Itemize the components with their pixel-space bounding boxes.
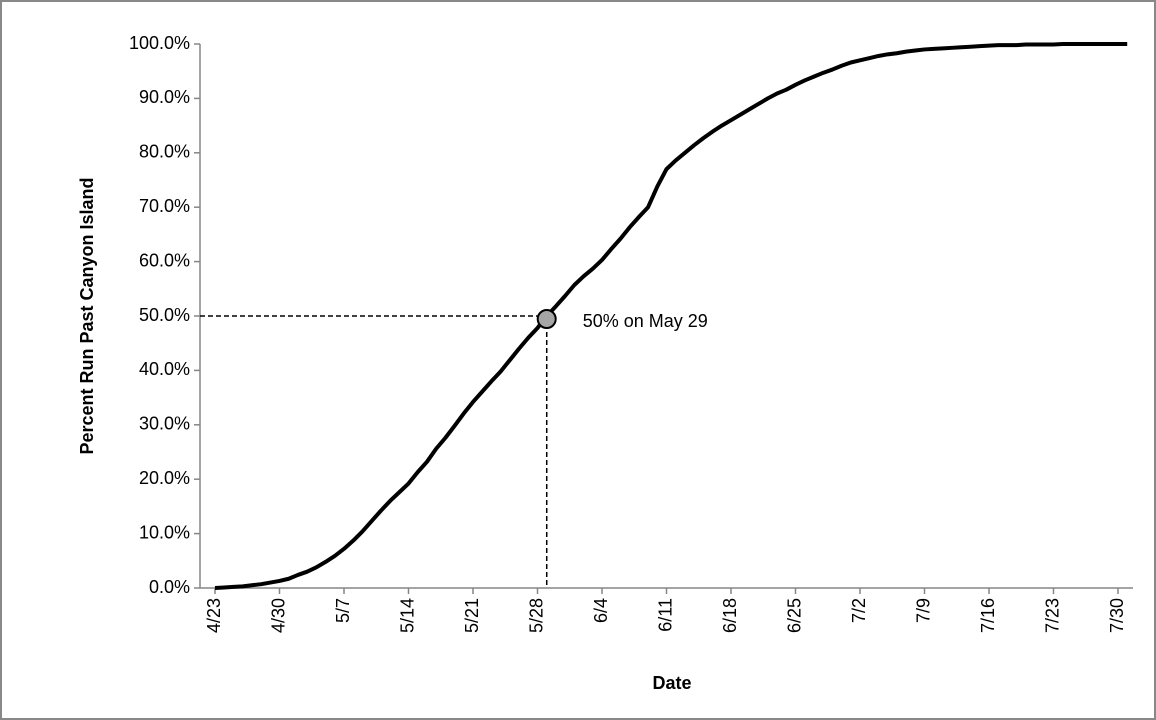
- x-tick-label: 7/16: [978, 598, 998, 633]
- x-tick-label: 5/7: [333, 598, 353, 623]
- x-tick-label: 6/4: [591, 598, 611, 623]
- x-tick-label: 4/30: [268, 598, 288, 633]
- y-tick-label: 70.0%: [139, 196, 190, 216]
- y-tick-label: 10.0%: [139, 522, 190, 542]
- x-axis-title: Date: [652, 673, 691, 693]
- y-tick-label: 40.0%: [139, 359, 190, 379]
- x-tick-label: 6/11: [655, 598, 675, 632]
- y-tick-label: 50.0%: [139, 305, 190, 325]
- y-tick-label: 20.0%: [139, 468, 190, 488]
- highlight-marker: [536, 309, 557, 329]
- x-tick-label: 7/30: [1107, 598, 1127, 633]
- x-tick-label: 5/14: [397, 598, 417, 633]
- line: [214, 42, 1128, 590]
- x-tick-label: 7/2: [849, 598, 869, 623]
- x-tick-label: 7/9: [913, 598, 933, 623]
- x-tick-label: 5/21: [462, 598, 482, 633]
- y-tick-label: 100.0%: [129, 33, 190, 53]
- x-tick-label: 4/23: [204, 598, 224, 633]
- x-tick-label: 7/23: [1042, 598, 1062, 633]
- y-tick-label: 90.0%: [139, 87, 190, 107]
- x-tick-label: 5/28: [526, 598, 546, 633]
- y-tick-label: 80.0%: [139, 142, 190, 162]
- y-tick-label: 60.0%: [139, 250, 190, 270]
- highlight-label: 50% on May 29: [583, 311, 708, 331]
- x-tick-label: 6/18: [720, 598, 740, 633]
- y-tick-label: 30.0%: [139, 414, 190, 434]
- y-tick-label: 0.0%: [149, 577, 190, 597]
- x-tick-label: 6/25: [784, 598, 804, 633]
- y-axis-title: Percent Run Past Canyon Island: [77, 177, 97, 454]
